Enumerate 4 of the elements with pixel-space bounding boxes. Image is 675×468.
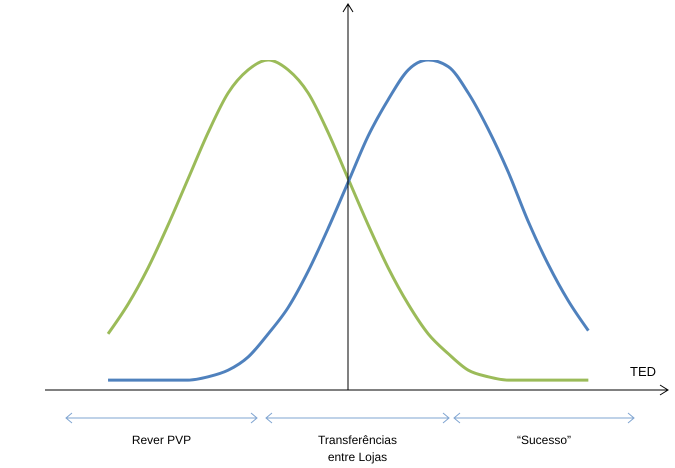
text: Rever PVP <box>130 432 192 449</box>
x-axis-title: TED <box>630 364 656 379</box>
text: Transferências entre Lojas <box>317 432 398 466</box>
text: “Sucesso” <box>516 432 572 449</box>
